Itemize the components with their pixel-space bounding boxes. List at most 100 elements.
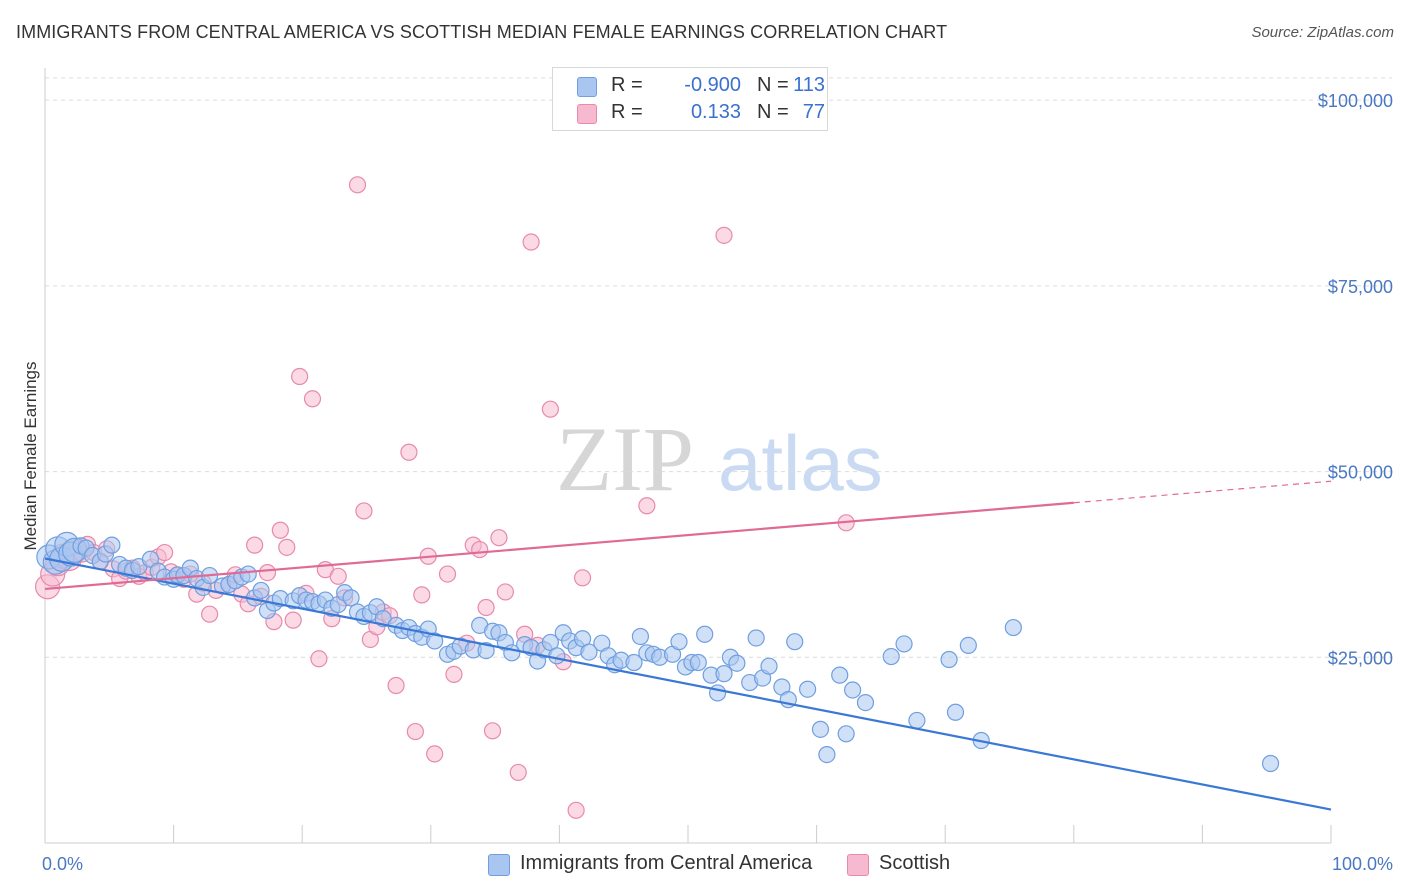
y-tick-label: $75,000 bbox=[1328, 277, 1393, 297]
data-point bbox=[580, 643, 598, 661]
data-point bbox=[670, 633, 688, 651]
x-tick-label-start: 0.0% bbox=[42, 854, 83, 874]
trend-lines bbox=[44, 480, 1332, 811]
legend-n-value: 77 bbox=[802, 101, 825, 123]
data-point bbox=[548, 647, 566, 665]
data-point bbox=[837, 725, 855, 743]
legend-r-value: -0.900 bbox=[684, 74, 741, 96]
bottom-legend-label: Scottish bbox=[879, 852, 951, 874]
data-point bbox=[483, 722, 502, 740]
data-point bbox=[856, 693, 875, 712]
data-point bbox=[310, 650, 328, 668]
y-axis-label: Median Female Earnings bbox=[21, 362, 40, 551]
legend-n-label: N = bbox=[757, 74, 789, 96]
bottom-legend-label: Immigrants from Central America bbox=[520, 852, 813, 874]
legend-r-label: R = bbox=[611, 74, 643, 96]
x-tick-label-end: 100.0% bbox=[1332, 854, 1393, 874]
data-point bbox=[477, 598, 495, 617]
trend-line-central-america bbox=[44, 557, 1332, 811]
data-point bbox=[303, 390, 322, 408]
data-point bbox=[246, 536, 264, 554]
data-point bbox=[201, 605, 219, 623]
data-point bbox=[567, 801, 585, 819]
x-tick-labels: 0.0% 100.0% bbox=[42, 854, 1393, 874]
bottom-legend-swatch-scottish bbox=[847, 854, 869, 876]
legend-swatch-central-america bbox=[577, 77, 597, 97]
data-point bbox=[426, 745, 444, 763]
data-point bbox=[1004, 618, 1022, 637]
legend-r-label: R = bbox=[611, 101, 643, 123]
data-point bbox=[471, 540, 489, 559]
data-point bbox=[406, 722, 424, 741]
data-point bbox=[831, 666, 849, 684]
watermark-zip: ZIP bbox=[556, 408, 694, 510]
data-point bbox=[155, 543, 174, 562]
legend: R = -0.900 N = 113 R = 0.133 N = 77 bbox=[552, 67, 828, 131]
data-point bbox=[786, 633, 804, 651]
legend-swatch-scottish bbox=[577, 104, 597, 124]
data-point bbox=[496, 583, 514, 601]
data-point bbox=[696, 625, 714, 643]
data-point bbox=[689, 653, 707, 672]
watermark: ZIP atlas bbox=[556, 408, 883, 510]
data-point bbox=[477, 641, 495, 660]
trend-line-scottish-extension bbox=[1073, 480, 1332, 504]
data-point bbox=[844, 681, 862, 699]
data-point bbox=[908, 711, 926, 730]
data-point bbox=[271, 521, 289, 539]
data-point bbox=[141, 550, 160, 568]
y-tick-label: $25,000 bbox=[1328, 648, 1393, 668]
source-credit: Source: ZipAtlas.com bbox=[1251, 24, 1394, 41]
data-point bbox=[631, 627, 650, 646]
data-point bbox=[715, 226, 733, 244]
y-tick-label: $100,000 bbox=[1318, 91, 1393, 111]
watermark-atlas: atlas bbox=[718, 419, 883, 507]
data-point bbox=[400, 443, 418, 461]
data-point bbox=[895, 635, 913, 653]
y-tick-labels: $25,000 $50,000 $75,000 $100,000 bbox=[1318, 91, 1393, 668]
y-tick-label: $50,000 bbox=[1328, 463, 1393, 483]
data-point bbox=[798, 680, 817, 698]
data-point bbox=[715, 665, 733, 683]
data-point bbox=[747, 629, 765, 647]
data-point bbox=[728, 654, 746, 672]
data-point bbox=[940, 650, 958, 669]
data-point bbox=[638, 497, 656, 515]
data-point bbox=[438, 565, 457, 583]
data-point bbox=[573, 569, 592, 587]
trend-line-scottish bbox=[44, 501, 1074, 591]
bottom-legend-swatch-central-america bbox=[488, 854, 510, 876]
data-point bbox=[355, 502, 373, 520]
data-point bbox=[1261, 754, 1280, 773]
data-point bbox=[946, 703, 965, 721]
data-point bbox=[413, 586, 431, 604]
data-point bbox=[959, 636, 977, 655]
data-point bbox=[278, 538, 296, 556]
data-point bbox=[811, 720, 830, 738]
legend-r-value: 0.133 bbox=[690, 101, 741, 123]
series-central-america bbox=[36, 531, 1280, 773]
data-point bbox=[252, 581, 270, 600]
legend-n-value: 113 bbox=[793, 74, 825, 96]
data-point bbox=[541, 400, 559, 418]
data-point bbox=[103, 536, 121, 554]
series-points bbox=[34, 176, 1280, 819]
data-point bbox=[258, 563, 277, 582]
data-point bbox=[760, 657, 778, 675]
data-point bbox=[342, 589, 360, 607]
data-point bbox=[348, 176, 367, 194]
data-point bbox=[708, 684, 727, 702]
data-point bbox=[284, 611, 302, 629]
data-point bbox=[426, 632, 444, 650]
data-point bbox=[522, 233, 540, 251]
data-point bbox=[490, 529, 508, 547]
chart-title: IMMIGRANTS FROM CENTRAL AMERICA VS SCOTT… bbox=[16, 22, 948, 42]
data-point bbox=[329, 567, 347, 585]
data-point bbox=[291, 367, 309, 386]
data-point bbox=[818, 745, 836, 764]
data-point bbox=[509, 763, 527, 782]
axes bbox=[44, 68, 1332, 844]
data-point bbox=[387, 676, 405, 695]
data-point bbox=[239, 565, 257, 583]
data-point bbox=[625, 653, 643, 672]
